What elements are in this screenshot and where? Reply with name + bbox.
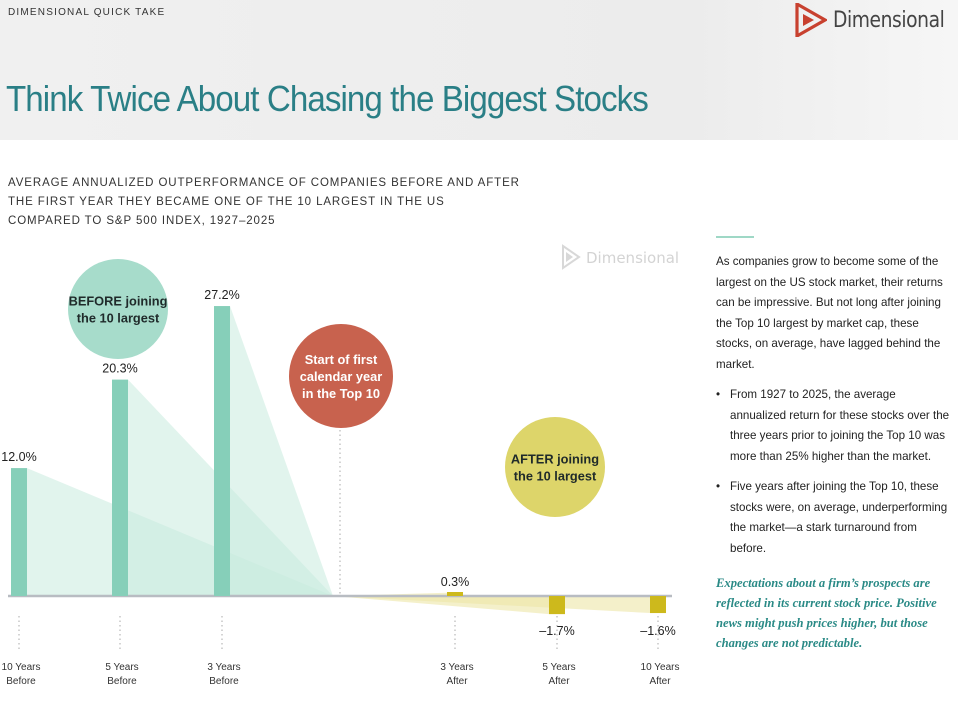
pull-quote: Expectations about a firm’s prospects ar… (716, 576, 937, 650)
watermark-text: Dimensional (586, 249, 679, 267)
bar-4 (549, 596, 565, 615)
category-label-0-1: Before (6, 676, 36, 687)
data-label-0: 12.0% (1, 450, 36, 464)
logo-wordmark: Dimensional (833, 7, 945, 33)
category-label-3-1: After (446, 676, 468, 687)
bullet-text: From 1927 to 2025, the average annualize… (730, 388, 950, 463)
annotation-circle-before (68, 259, 168, 359)
logo-mark-icon (795, 3, 827, 37)
dimensional-logo: Dimensional (795, 2, 958, 38)
annotation-text-after-1: the 10 largest (514, 469, 597, 484)
intro-paragraph: As companies grow to become some of the … (716, 255, 943, 371)
data-label-5: –1.6% (640, 624, 675, 638)
bar-3 (447, 592, 463, 596)
bar-2 (214, 306, 230, 596)
category-label-2-0: 3 Years (207, 662, 240, 673)
subtitle-line: AVERAGE ANNUALIZED OUTPERFORMANCE OF COM… (8, 177, 520, 189)
outperformance-chart: Dimensional BEFORE joining the 10 largest… (1, 244, 680, 687)
eyebrow-label: DIMENSIONAL QUICK TAKE (8, 7, 166, 18)
category-label-4-1: After (548, 676, 570, 687)
header-band: DIMENSIONAL QUICK TAKE Dimensional Think… (0, 0, 958, 140)
accent-line (716, 236, 754, 238)
page-title: Think Twice About Chasing the Biggest St… (6, 78, 649, 119)
subtitle-line: COMPARED TO S&P 500 INDEX, 1927–2025 (8, 215, 276, 227)
bar-1 (112, 379, 128, 596)
bar-0 (11, 468, 27, 596)
bullet-item: • From 1927 to 2025, the average annuali… (716, 385, 952, 467)
annotation-circle-start (289, 324, 393, 428)
data-label-2: 27.2% (204, 288, 239, 302)
subtitle-line: THE FIRST YEAR THEY BECAME ONE OF THE 10… (8, 196, 445, 208)
chart-subtitle: AVERAGE ANNUALIZED OUTPERFORMANCE OF COM… (8, 174, 520, 231)
bullet-text: Five years after joining the Top 10, the… (730, 480, 948, 555)
annotation-text-start-0: Start of first (305, 352, 378, 367)
commentary-panel: As companies grow to become some of the … (716, 236, 952, 653)
data-label-3: 0.3% (441, 575, 470, 589)
bullet-item: • Five years after joining the Top 10, t… (716, 477, 952, 559)
annotation-text-before-1: the 10 largest (77, 311, 160, 326)
category-label-5-1: After (649, 676, 671, 687)
annotation-text-start-1: calendar year (300, 369, 383, 384)
category-label-1-1: Before (107, 676, 137, 687)
bar-5 (650, 596, 666, 614)
bullet-glyph: • (716, 388, 721, 401)
category-label-5-0: 10 Years (641, 662, 680, 673)
category-label-4-0: 5 Years (542, 662, 575, 673)
fan-shape-after (333, 596, 650, 614)
data-label-1: 20.3% (102, 362, 137, 376)
category-label-2-1: Before (209, 676, 239, 687)
bullet-list: • From 1927 to 2025, the average annuali… (716, 385, 952, 559)
category-label-1-0: 5 Years (105, 662, 138, 673)
annotation-text-start-2: in the Top 10 (302, 386, 380, 401)
bullet-glyph: • (716, 480, 721, 493)
annotation-circle-after (505, 417, 605, 517)
category-label-0-0: 10 Years (2, 662, 41, 673)
watermark: Dimensional (562, 244, 679, 270)
data-label-4: –1.7% (539, 624, 574, 638)
annotation-text-after-0: AFTER joining (511, 452, 599, 467)
category-label-3-0: 3 Years (440, 662, 473, 673)
annotation-text-before-0: BEFORE joining (69, 294, 168, 309)
